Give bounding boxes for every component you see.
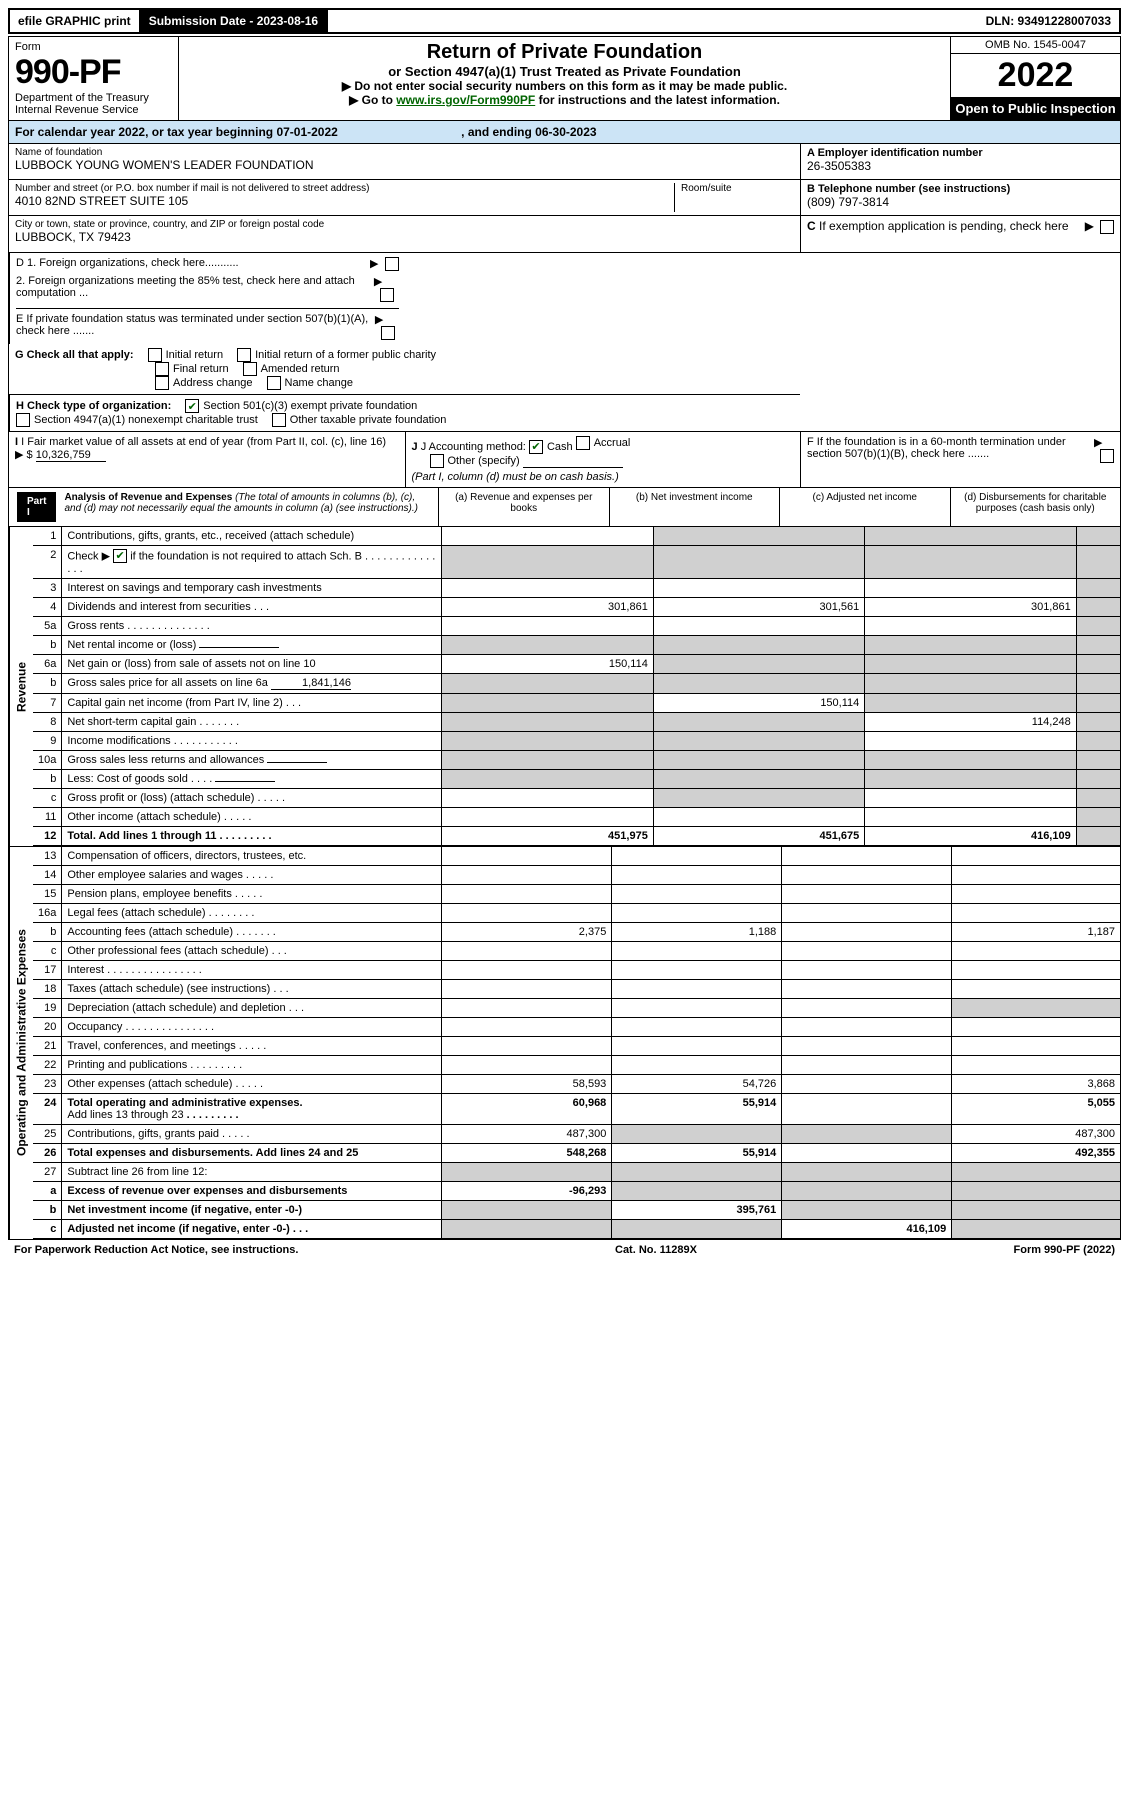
d1-label: D 1. Foreign organizations, check here..… — [16, 257, 239, 269]
note-link: ▶ Go to www.irs.gov/Form990PF for instru… — [183, 93, 946, 107]
calendar-year-row: For calendar year 2022, or tax year begi… — [8, 121, 1121, 144]
note-ssn: ▶ Do not enter social security numbers o… — [183, 79, 946, 93]
top-bar: efile GRAPHIC print Submission Date - 20… — [8, 8, 1121, 34]
cb-501c3[interactable]: ✔Section 501(c)(3) exempt private founda… — [185, 399, 417, 413]
foundation-city: LUBBOCK, TX 79423 — [15, 230, 794, 244]
footer-mid: Cat. No. 11289X — [615, 1244, 697, 1256]
form-subtitle: or Section 4947(a)(1) Trust Treated as P… — [183, 64, 946, 79]
e-checkbox[interactable] — [381, 326, 395, 340]
expenses-section: Operating and Administrative Expenses 13… — [8, 847, 1121, 1240]
cb-final[interactable]: Final return — [155, 362, 229, 376]
revenue-section: Revenue 1Contributions, gifts, grants, e… — [8, 527, 1121, 847]
f-checkbox[interactable] — [1100, 449, 1114, 463]
dln-label: DLN: 93491228007033 — [978, 10, 1119, 32]
addr-label: Number and street (or P.O. box number if… — [15, 183, 674, 194]
name-label: Name of foundation — [15, 147, 794, 158]
f-label: F If the foundation is in a 60-month ter… — [807, 436, 1094, 460]
cb-initial[interactable]: Initial return — [148, 348, 223, 362]
phone-value: (809) 797-3814 — [807, 195, 1114, 209]
city-label: City or town, state or province, country… — [15, 219, 794, 230]
irs-label: Internal Revenue Service — [15, 104, 172, 116]
ein-label: A Employer identification number — [807, 147, 1114, 159]
cb-4947[interactable]: Section 4947(a)(1) nonexempt charitable … — [16, 413, 258, 427]
expenses-side-label: Operating and Administrative Expenses — [9, 847, 33, 1239]
expenses-table: 13Compensation of officers, directors, t… — [33, 847, 1120, 1239]
part1-label: Part I — [17, 492, 56, 522]
open-inspection: Open to Public Inspection — [951, 97, 1120, 120]
h-label: H Check type of organization: — [16, 400, 171, 412]
cb-initial-former[interactable]: Initial return of a former public charit… — [237, 348, 436, 362]
footer: For Paperwork Reduction Act Notice, see … — [8, 1240, 1121, 1260]
d2-label: 2. Foreign organizations meeting the 85%… — [16, 275, 374, 299]
col-b-header: (b) Net investment income — [610, 488, 781, 526]
cb-address[interactable]: Address change — [155, 376, 253, 390]
e-label: E If private foundation status was termi… — [16, 313, 375, 337]
cb-accrual[interactable]: Accrual — [576, 436, 631, 450]
dept-label: Department of the Treasury — [15, 92, 172, 104]
g-label: G Check all that apply: — [15, 349, 134, 361]
footer-left: For Paperwork Reduction Act Notice, see … — [14, 1244, 298, 1256]
foundation-address: 4010 82ND STREET SUITE 105 — [15, 194, 674, 208]
col-c-header: (c) Adjusted net income — [780, 488, 951, 526]
submission-date: Submission Date - 2023-08-16 — [141, 10, 328, 32]
c-label: If exemption application is pending, che… — [819, 219, 1069, 233]
cb-name[interactable]: Name change — [267, 376, 354, 390]
omb-number: OMB No. 1545-0047 — [951, 37, 1120, 54]
room-label: Room/suite — [681, 183, 794, 194]
ijf-section: I I Fair market value of all assets at e… — [8, 432, 1121, 488]
i-label: I Fair market value of all assets at end… — [21, 436, 386, 448]
tax-year: 2022 — [951, 54, 1120, 97]
form-header: Form 990-PF Department of the Treasury I… — [8, 36, 1121, 121]
d2-checkbox[interactable] — [380, 288, 394, 302]
check-section: G Check all that apply: Initial return I… — [8, 253, 1121, 432]
foundation-name: LUBBOCK YOUNG WOMEN'S LEADER FOUNDATION — [15, 158, 794, 172]
cb-other-tax[interactable]: Other taxable private foundation — [272, 413, 447, 427]
part1-title: Analysis of Revenue and Expenses — [64, 492, 232, 503]
cb-other-method[interactable]: Other (specify) — [430, 454, 520, 468]
c-checkbox[interactable] — [1100, 220, 1114, 234]
revenue-table: 1Contributions, gifts, grants, etc., rec… — [33, 527, 1120, 846]
form-word: Form — [15, 41, 172, 53]
revenue-side-label: Revenue — [9, 527, 33, 846]
cb-cash[interactable]: ✔Cash — [529, 440, 573, 454]
form-link[interactable]: www.irs.gov/Form990PF — [396, 93, 535, 107]
foundation-info: Name of foundation LUBBOCK YOUNG WOMEN'S… — [8, 144, 1121, 253]
i-value: 10,326,759 — [36, 449, 106, 462]
form-title: Return of Private Foundation — [183, 41, 946, 64]
col-d-header: (d) Disbursements for charitable purpose… — [951, 488, 1121, 526]
j-note: (Part I, column (d) must be on cash basi… — [412, 471, 619, 483]
d1-checkbox[interactable] — [385, 257, 399, 271]
ein-value: 26-3505383 — [807, 159, 1114, 173]
efile-label: efile GRAPHIC print — [10, 10, 141, 32]
form-number: 990-PF — [15, 53, 172, 92]
footer-right: Form 990-PF (2022) — [1014, 1244, 1115, 1256]
col-a-header: (a) Revenue and expenses per books — [439, 488, 610, 526]
cb-amended[interactable]: Amended return — [243, 362, 340, 376]
j-label: J Accounting method: — [421, 441, 526, 453]
phone-label: B Telephone number (see instructions) — [807, 183, 1114, 195]
part1-header: Part I Analysis of Revenue and Expenses … — [8, 488, 1121, 527]
